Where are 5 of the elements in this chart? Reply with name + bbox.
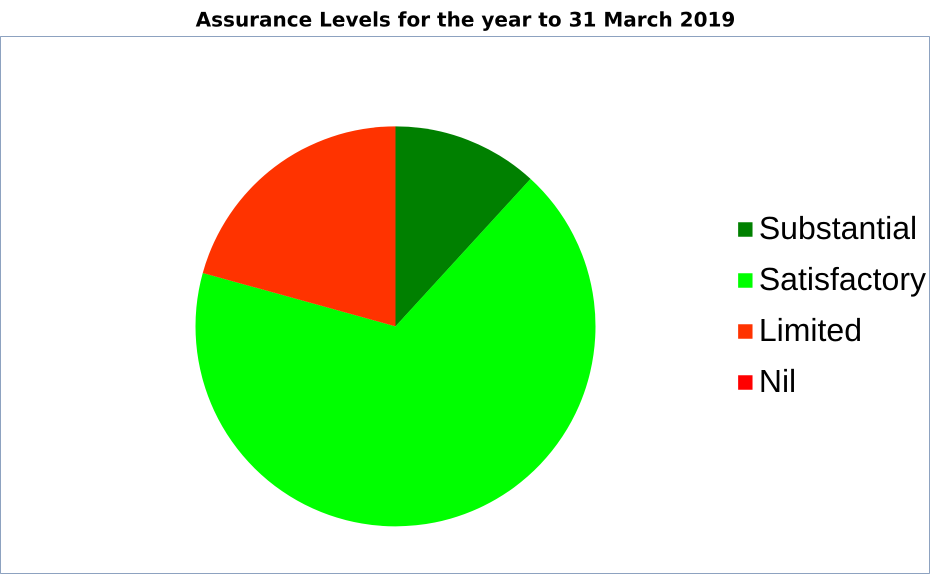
legend-label: Nil [758, 363, 796, 400]
chart-title: Assurance Levels for the year to 31 March 2019 [196, 8, 736, 32]
legend-label: Limited [758, 312, 862, 349]
legend-label: Satisfactory [758, 261, 926, 298]
legend-label: Substantial [758, 210, 918, 247]
